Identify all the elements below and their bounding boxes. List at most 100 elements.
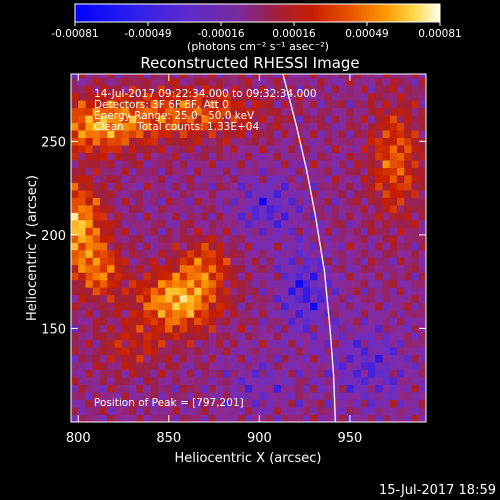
heatmap-cell xyxy=(252,362,260,371)
heatmap-cell xyxy=(404,294,412,303)
heatmap-cell xyxy=(382,407,391,415)
heatmap-cell xyxy=(411,272,420,281)
heatmap-cell xyxy=(411,74,420,79)
heatmap-cell xyxy=(266,384,275,393)
heatmap-cell xyxy=(92,77,101,86)
heatmap-cell xyxy=(114,377,123,385)
heatmap-cell xyxy=(150,77,159,86)
heatmap-cell xyxy=(418,377,426,385)
heatmap-cell xyxy=(215,354,224,363)
heatmap-cell xyxy=(121,219,130,228)
heatmap-cell xyxy=(310,339,318,348)
heatmap-cell xyxy=(317,377,325,385)
heatmap-cell xyxy=(266,160,275,168)
heatmap-cell xyxy=(331,309,340,318)
heatmap-cell xyxy=(353,362,362,371)
heatmap-cell xyxy=(418,384,426,393)
heatmap-cell xyxy=(223,219,231,228)
heatmap-cell xyxy=(273,74,282,79)
heatmap-cell xyxy=(121,77,130,86)
heatmap-cell xyxy=(208,167,217,176)
heatmap-cell xyxy=(353,287,362,296)
heatmap-cell xyxy=(375,160,383,168)
colorbar-unit-label: (photons cm⁻² s⁻¹ asec⁻²) xyxy=(187,40,329,53)
heatmap-cell xyxy=(310,294,318,303)
heatmap-cell xyxy=(273,145,282,153)
heatmap-cell xyxy=(404,249,412,258)
heatmap-cell xyxy=(179,167,188,176)
heatmap-cell xyxy=(353,152,362,161)
heatmap-cell xyxy=(92,115,101,124)
heatmap-cell xyxy=(339,204,347,213)
heatmap-cell xyxy=(186,197,195,206)
heatmap-cell xyxy=(244,160,253,168)
heatmap-cell xyxy=(143,347,152,356)
heatmap-cell xyxy=(157,204,166,213)
heatmap-cell xyxy=(295,115,304,124)
x-tick-label: 800 xyxy=(66,431,91,446)
heatmap-cell xyxy=(353,219,362,228)
heatmap-cell xyxy=(194,369,202,378)
heatmap-cell xyxy=(237,347,246,356)
heatmap-cell xyxy=(331,354,340,363)
heatmap-cell xyxy=(368,115,376,124)
heatmap-cell xyxy=(368,85,376,94)
heatmap-cell xyxy=(252,249,260,258)
heatmap-cell xyxy=(92,414,101,422)
heatmap-cell xyxy=(114,74,123,79)
heatmap-cell xyxy=(317,219,325,228)
heatmap-cell xyxy=(404,354,412,363)
heatmap-cell xyxy=(121,137,130,146)
heatmap-cell xyxy=(223,242,231,251)
heatmap-cell xyxy=(339,347,347,356)
heatmap-cell xyxy=(310,92,318,101)
heatmap-cell xyxy=(194,302,202,311)
heatmap-cell xyxy=(324,294,333,303)
heatmap-cell xyxy=(121,362,130,371)
heatmap-cell xyxy=(150,212,159,221)
heatmap-cell xyxy=(165,92,173,101)
heatmap-cell xyxy=(302,74,311,79)
heatmap-cell xyxy=(353,234,362,243)
heatmap-cell xyxy=(382,160,391,168)
heatmap-cell xyxy=(128,85,137,94)
heatmap-cell xyxy=(397,414,405,422)
heatmap-cell xyxy=(310,257,318,266)
heatmap-cell xyxy=(85,167,94,176)
heatmap-cell xyxy=(121,74,130,79)
heatmap-cell xyxy=(114,287,123,296)
heatmap-cell xyxy=(223,377,231,385)
heatmap-cell xyxy=(194,377,202,385)
heatmap-cell xyxy=(92,122,101,131)
heatmap-cell xyxy=(244,85,253,94)
heatmap-cell xyxy=(346,197,354,206)
heatmap-cell xyxy=(128,92,137,101)
heatmap-cell xyxy=(317,234,325,243)
heatmap-cell xyxy=(317,279,325,288)
heatmap-cell xyxy=(244,175,253,183)
heatmap-cell xyxy=(78,197,86,206)
heatmap-cell xyxy=(317,294,325,303)
heatmap-cell xyxy=(172,212,181,221)
heatmap-cell xyxy=(128,414,137,422)
heatmap-cell xyxy=(266,175,275,183)
heatmap-cell xyxy=(99,377,108,385)
heatmap-cell xyxy=(324,362,333,371)
heatmap-cell xyxy=(230,302,239,311)
heatmap-cell xyxy=(324,137,333,146)
heatmap-cell xyxy=(382,332,391,341)
heatmap-cell xyxy=(223,257,231,266)
heatmap-cell xyxy=(99,354,108,363)
heatmap-cell xyxy=(230,212,239,221)
heatmap-cell xyxy=(317,92,325,101)
heatmap-cell xyxy=(273,182,282,191)
heatmap-cell xyxy=(295,167,304,176)
heatmap-cell xyxy=(230,399,239,408)
heatmap-cell xyxy=(353,272,362,281)
heatmap-cell xyxy=(331,197,340,206)
heatmap-cell xyxy=(375,257,383,266)
heatmap-cell xyxy=(71,339,79,348)
heatmap-cell xyxy=(157,219,166,228)
heatmap-cell xyxy=(295,204,304,213)
heatmap-cell xyxy=(121,309,130,318)
